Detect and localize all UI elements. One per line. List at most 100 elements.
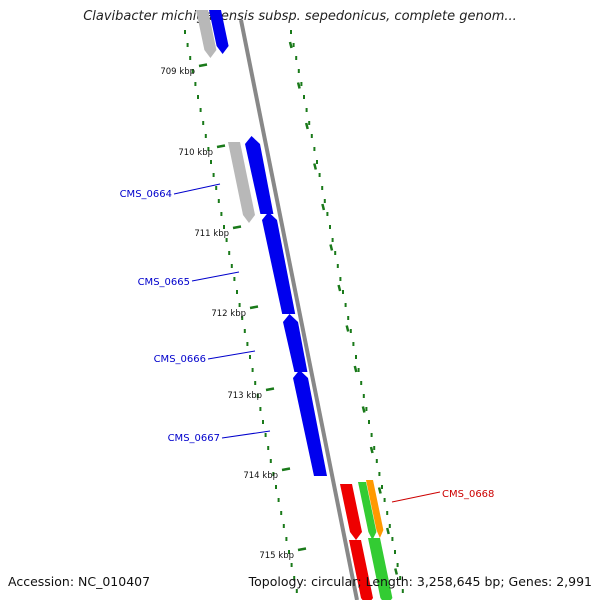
guide-dot [207,147,210,151]
kbp-tick-label: 714 kbp [243,471,278,481]
guide-dot [194,82,197,86]
guide-dot [285,537,288,541]
gene-label-leader [173,183,221,195]
guide-dot [186,43,189,47]
outer-tick-mark [337,284,342,292]
kbp-tick-label: 713 kbp [227,391,262,401]
guide-dot [290,30,292,34]
guide-dot [334,251,337,255]
kbp-tick-mark [249,305,259,310]
kbp-ticks: 709 kbp 710 kbp 711 kbp 712 kbp 713 kbp 714 k… [160,63,307,561]
guide-dot [318,173,321,177]
guide-dot [352,342,355,346]
gene-label-cms-0665[interactable]: CMS_0665 [138,277,190,288]
gene-label-cms-0666[interactable]: CMS_0666 [154,354,206,365]
guide-dot [184,30,186,34]
gene-blue-top[interactable] [209,10,229,54]
guide-dot [378,472,381,476]
outer-tick-mark [304,122,309,130]
guide-dot [303,95,305,99]
guide-dot [344,303,347,307]
gene-gray-top[interactable] [196,10,217,58]
guide-dot [375,459,378,463]
guide-dot [347,316,350,320]
kbp-tick-mark [216,144,226,149]
gene-cms-0665[interactable] [262,212,296,314]
guide-dot [310,134,313,138]
kbp-tick-label: 710 kbp [178,148,213,158]
gene-label-cms-0667[interactable]: CMS_0667 [168,433,220,444]
guide-dot [254,381,257,385]
guide-dot [262,420,264,424]
gene-cms-0667[interactable] [293,370,327,476]
guide-dot [288,550,290,554]
guide-dot [189,56,192,60]
guide-dot [339,277,342,281]
kbp-tick-label: 712 kbp [211,309,246,319]
guide-dot [277,498,280,502]
gene-cms-0664[interactable] [245,136,274,214]
guide-dot [210,160,212,164]
guide-dot [321,186,324,190]
guide-dot [293,576,296,580]
guide-dot [305,108,308,112]
dotted-guide-lines [184,30,404,593]
gene-label-leader [391,491,441,503]
guide-dot [308,121,311,125]
kbp-tick-mark [265,387,275,392]
accession-text: Accession: NC_010407 [8,574,151,589]
guide-dot [217,199,220,203]
guide-dot [236,290,238,294]
guide-dot [336,264,339,268]
kbp-tick-mark [198,63,208,68]
gene-gray-0664-area[interactable] [228,142,255,223]
guide-dot [313,147,316,151]
guide-dot [391,537,394,541]
guide-dot [300,82,303,86]
guide-dot [259,407,262,411]
kbp-tick-mark [297,547,307,552]
guide-dot [256,394,259,398]
guide-dot [401,589,404,593]
map-title: Clavibacter michiganensis subsp. sepedon… [83,9,517,24]
guide-dot [215,186,218,190]
gene-label-leader [207,350,256,360]
gene-label-cms-0664[interactable]: CMS_0664 [120,189,172,200]
gene-cms-0666[interactable] [283,314,308,372]
outer-tick-mark [296,82,301,89]
guide-dot [316,160,318,164]
gene-orange[interactable] [366,480,384,538]
outer-tick-mark [353,365,358,373]
genome-summary-text: Topology: circular; Length: 3,258,645 bp… [248,574,592,589]
guide-dot [228,251,231,255]
guide-dot [360,381,363,385]
guide-dot [386,511,389,515]
guide-dot [269,459,272,463]
outer-tick-mark [394,568,399,575]
gene-label-cms-0668[interactable]: CMS_0668 [442,489,494,500]
guide-dot [388,524,391,528]
guide-dot [329,225,331,229]
gene-green-upper[interactable] [358,482,377,540]
outer-tick-mark [313,163,318,170]
guide-dot [292,43,295,47]
guide-dot [220,212,223,216]
gene-red-lower[interactable] [349,540,373,600]
kbp-tick-label: 711 kbp [194,229,229,239]
guide-dot [272,472,275,476]
guide-dot [197,95,199,99]
kbp-tick-label: 715 kbp [259,551,294,561]
guide-dot [280,511,283,515]
guide-dot [204,134,207,138]
guide-dot [230,264,233,268]
gene-cms-0668-red[interactable] [340,484,362,540]
outer-tick-mark [385,527,390,535]
outer-tick-mark [377,487,382,494]
outer-tick-mark [369,446,374,454]
gene-green-lower[interactable] [368,538,393,600]
guide-dot [342,290,344,294]
guide-dot [282,524,285,528]
outer-tick-mark [321,203,326,211]
guide-dot [373,446,376,450]
